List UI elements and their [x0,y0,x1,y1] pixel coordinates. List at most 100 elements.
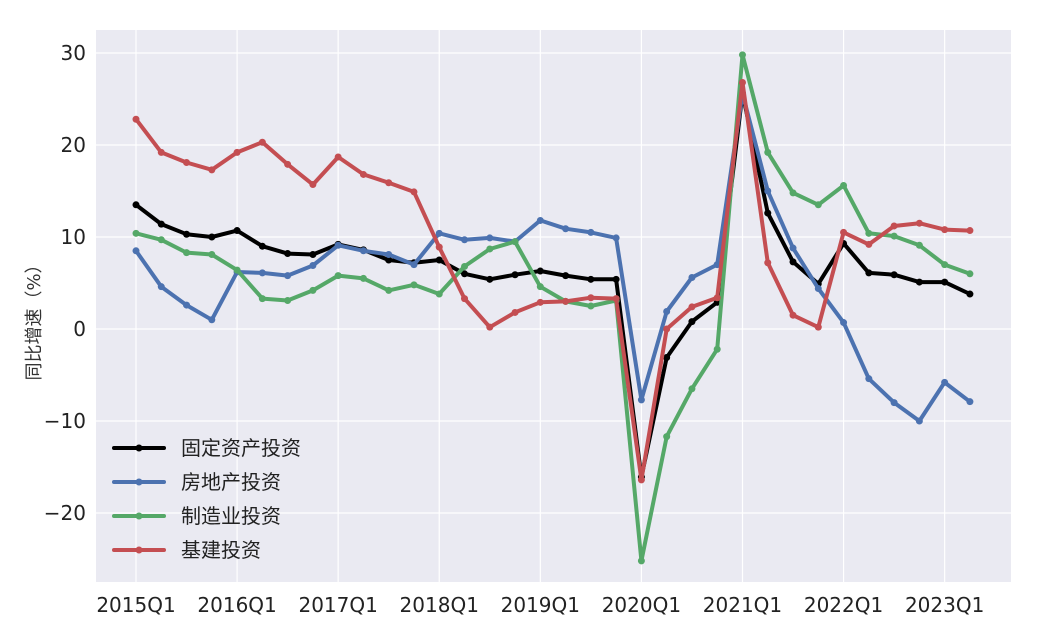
x-tick-label: 2017Q1 [298,593,377,617]
data-point [663,354,671,362]
y-axis-ticks: 30 20 10 0 −10 −20 [44,41,86,525]
y-tick-label: −10 [44,409,86,433]
data-point [208,233,216,241]
data-point [334,241,342,249]
series-line [134,91,972,480]
data-point [385,179,393,187]
data-point [688,385,696,393]
data-point [435,243,443,251]
series-2 [132,51,974,565]
legend-label: 固定资产投资 [181,436,301,460]
x-tick-label: 2019Q1 [501,593,580,617]
data-point [915,417,923,425]
data-point [511,271,519,279]
x-tick-label: 2023Q1 [905,593,984,617]
legend-item: 制造业投资 [112,504,281,528]
data-point [258,295,266,303]
data-point [183,158,191,166]
data-point [132,115,140,123]
y-tick-label: 0 [73,317,86,341]
data-point [562,272,570,280]
data-point [713,294,721,302]
data-point [637,476,645,484]
series-line [134,80,972,482]
data-point [890,232,898,240]
data-point [132,247,140,255]
data-point [284,272,292,280]
legend-label: 房地产投资 [181,470,281,494]
data-point [688,273,696,281]
legend-item: 固定资产投资 [112,436,301,460]
data-point [941,378,949,386]
data-point [385,250,393,258]
y-tick-label: 10 [61,225,86,249]
data-point [738,78,746,86]
data-point [612,234,620,242]
series-line [134,52,972,563]
data-point [284,160,292,168]
data-point [536,216,544,224]
series-3 [132,78,974,484]
data-point [157,283,165,291]
data-point [410,281,418,289]
data-point [334,153,342,161]
data-point [915,241,923,249]
data-point [511,308,519,316]
data-point [663,325,671,333]
data-point [536,283,544,291]
data-point [258,269,266,277]
data-point [461,236,469,244]
x-tick-label: 2015Q1 [96,593,175,617]
data-point [183,249,191,257]
data-point [435,290,443,298]
data-point [966,290,974,298]
data-point [840,181,848,189]
data-point [410,188,418,196]
x-tick-label: 2018Q1 [400,593,479,617]
data-point [359,274,367,282]
data-point [486,234,494,242]
data-point [233,227,241,235]
legend-marker [135,512,143,520]
data-point [258,138,266,146]
x-tick-label: 2016Q1 [197,593,276,617]
y-tick-label: 30 [61,41,86,65]
data-point [284,296,292,304]
data-point [486,245,494,253]
data-point [612,275,620,283]
data-point [890,399,898,407]
data-point [258,242,266,250]
data-point [410,261,418,269]
legend-marker [135,444,143,452]
data-point [486,275,494,283]
data-point [233,266,241,274]
data-point [183,301,191,309]
data-point [789,311,797,319]
data-point [385,256,393,264]
data-point [764,187,772,195]
data-point [461,295,469,303]
data-point [814,201,822,209]
data-point [713,345,721,353]
x-axis-ticks: 2015Q1 2016Q1 2017Q1 2018Q1 2019Q1 2020Q1 2021… [96,593,984,617]
legend-label: 基建投资 [181,538,261,562]
data-point [157,148,165,156]
series-line [134,91,972,423]
data-point [789,258,797,266]
y-axis-label: 同比增速（%） [24,255,45,380]
data-point [941,261,949,269]
x-tick-label: 2021Q1 [703,593,782,617]
data-point [157,236,165,244]
data-point [865,229,873,237]
data-point [688,318,696,326]
data-point [612,295,620,303]
data-point [284,250,292,258]
data-point [208,316,216,324]
data-point [915,219,923,227]
data-point [233,148,241,156]
data-point [865,269,873,277]
data-point [359,170,367,178]
data-point [132,201,140,209]
data-point [789,244,797,252]
data-point [435,229,443,237]
